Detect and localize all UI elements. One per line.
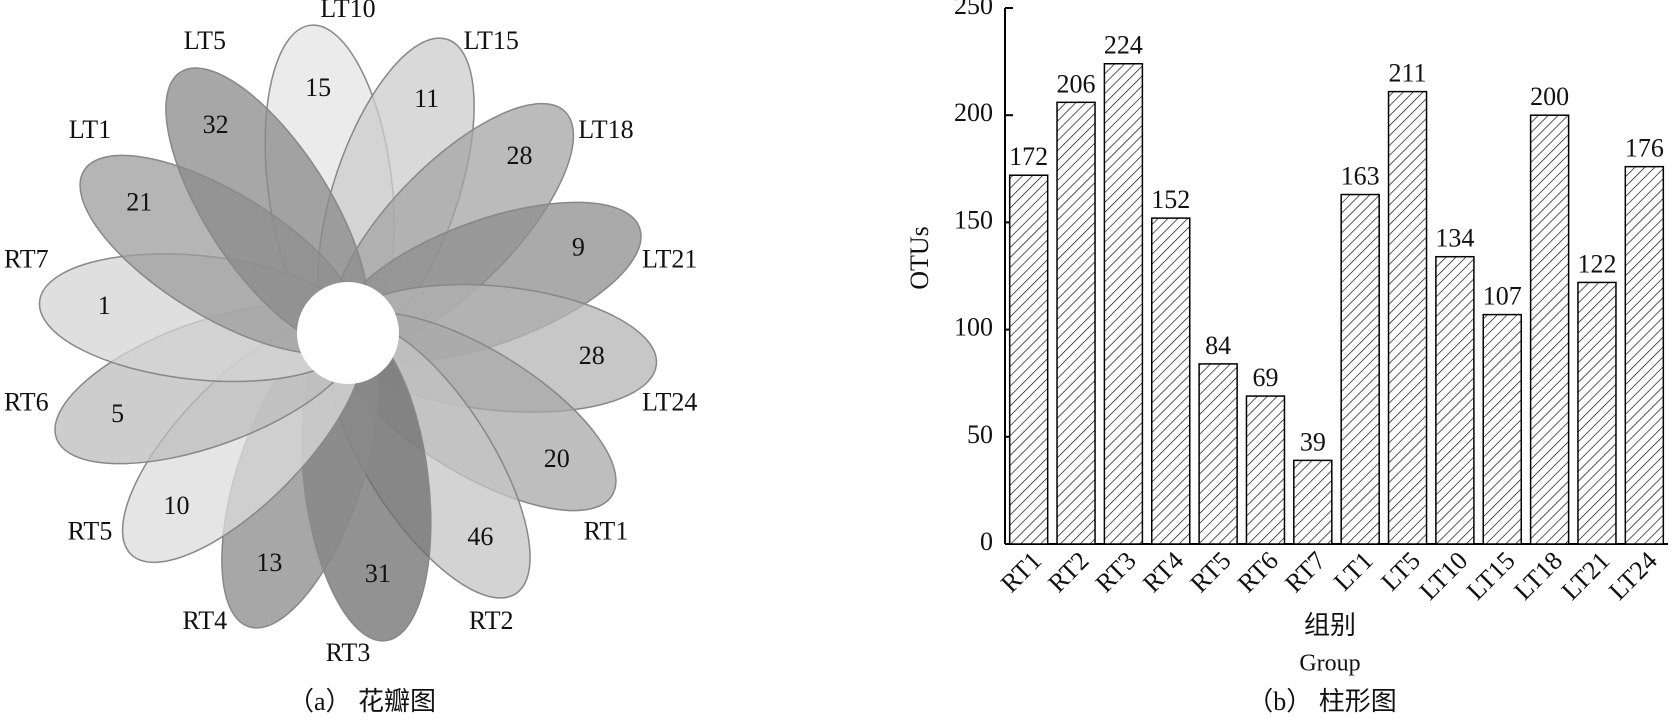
- value-label: 176: [1625, 134, 1664, 163]
- bar: [1056, 101, 1096, 545]
- y-tick-label: 50: [967, 420, 993, 449]
- petal-value: 20: [544, 444, 570, 473]
- bar: [1198, 363, 1238, 545]
- caption: （a） 花瓣图: [288, 687, 436, 716]
- petal-value: 15: [305, 73, 331, 102]
- petal-label: RT1: [584, 517, 629, 546]
- y-tick-label: 100: [954, 313, 993, 342]
- y-tick-label: 150: [954, 205, 993, 234]
- bar: [1435, 255, 1475, 545]
- value-label: 163: [1341, 161, 1380, 190]
- petal-value: 1: [98, 291, 111, 320]
- x-tick-label: RT3: [1090, 546, 1142, 598]
- x-tick-label: LT15: [1461, 546, 1521, 606]
- x-axis-label-en: Group: [1299, 651, 1360, 677]
- value-label: 200: [1530, 82, 1569, 111]
- value-label: 84: [1205, 331, 1231, 360]
- bar: [1245, 395, 1286, 545]
- bar: [1103, 62, 1144, 545]
- x-tick-label: LT21: [1556, 546, 1616, 606]
- x-tick-label: RT4: [1137, 546, 1189, 598]
- petal-value: 21: [126, 188, 152, 217]
- petal-value: 13: [256, 548, 282, 577]
- y-tick-label: 250: [954, 0, 993, 20]
- x-tick-label: RT1: [995, 546, 1047, 598]
- bar: [1387, 90, 1428, 545]
- value-label: 224: [1104, 31, 1143, 60]
- x-tick-label: RT6: [1232, 546, 1284, 598]
- x-tick-label: LT24: [1603, 546, 1663, 606]
- petal-value: 28: [579, 341, 605, 370]
- petal-label: LT15: [463, 26, 518, 55]
- caption: （b） 柱形图: [1247, 687, 1397, 716]
- bar: [1340, 193, 1380, 545]
- bar: [1151, 217, 1191, 545]
- petal-label: RT5: [68, 517, 113, 546]
- value-label: 211: [1389, 59, 1427, 88]
- petal-label: LT10: [320, 0, 375, 23]
- value-label: 134: [1435, 224, 1474, 253]
- value-label: 69: [1252, 363, 1278, 392]
- y-tick-label: 0: [980, 527, 993, 556]
- x-axis-label: 组别: [1304, 611, 1356, 640]
- x-tick-label: RT7: [1279, 546, 1331, 598]
- petal-value: 31: [365, 559, 391, 588]
- petal-label: RT7: [4, 244, 49, 273]
- petal-label: RT6: [4, 388, 49, 417]
- petal-value: 28: [507, 141, 533, 170]
- bar: [1008, 174, 1049, 545]
- bar: [1482, 313, 1522, 545]
- bar: [1624, 165, 1665, 545]
- petal-value: 5: [111, 399, 124, 428]
- bar: [1529, 114, 1570, 545]
- y-tick-label: 200: [954, 98, 993, 127]
- petal-label: LT24: [642, 388, 697, 417]
- petal-label: LT1: [69, 115, 111, 144]
- value-label: 107: [1483, 282, 1522, 311]
- x-tick-label: LT1: [1328, 546, 1378, 596]
- petal-value: 10: [163, 491, 189, 520]
- value-label: 206: [1057, 69, 1096, 98]
- petal-value: 32: [203, 110, 229, 139]
- petal-label: RT2: [469, 606, 514, 635]
- bar: [1577, 281, 1617, 545]
- petal-label: LT18: [578, 115, 633, 144]
- value-label: 152: [1151, 185, 1190, 214]
- value-label: 122: [1577, 249, 1616, 278]
- bar: [1293, 459, 1333, 545]
- center: [297, 282, 399, 384]
- petal-label: LT5: [184, 26, 226, 55]
- x-tick-label: RT5: [1184, 546, 1236, 598]
- value-label: 39: [1300, 427, 1326, 456]
- petal-value: 11: [414, 84, 439, 113]
- value-label: 172: [1009, 142, 1048, 171]
- petal-label: RT4: [182, 606, 227, 635]
- petal-value: 46: [467, 522, 493, 551]
- petal-value: 9: [572, 233, 585, 262]
- x-tick-label: LT18: [1508, 546, 1568, 606]
- petal-label: LT21: [642, 244, 697, 273]
- petal-label: RT3: [326, 638, 371, 667]
- x-tick-label: RT2: [1042, 546, 1094, 598]
- y-axis-label: OTUs: [905, 226, 934, 290]
- x-tick-label: LT10: [1414, 546, 1474, 606]
